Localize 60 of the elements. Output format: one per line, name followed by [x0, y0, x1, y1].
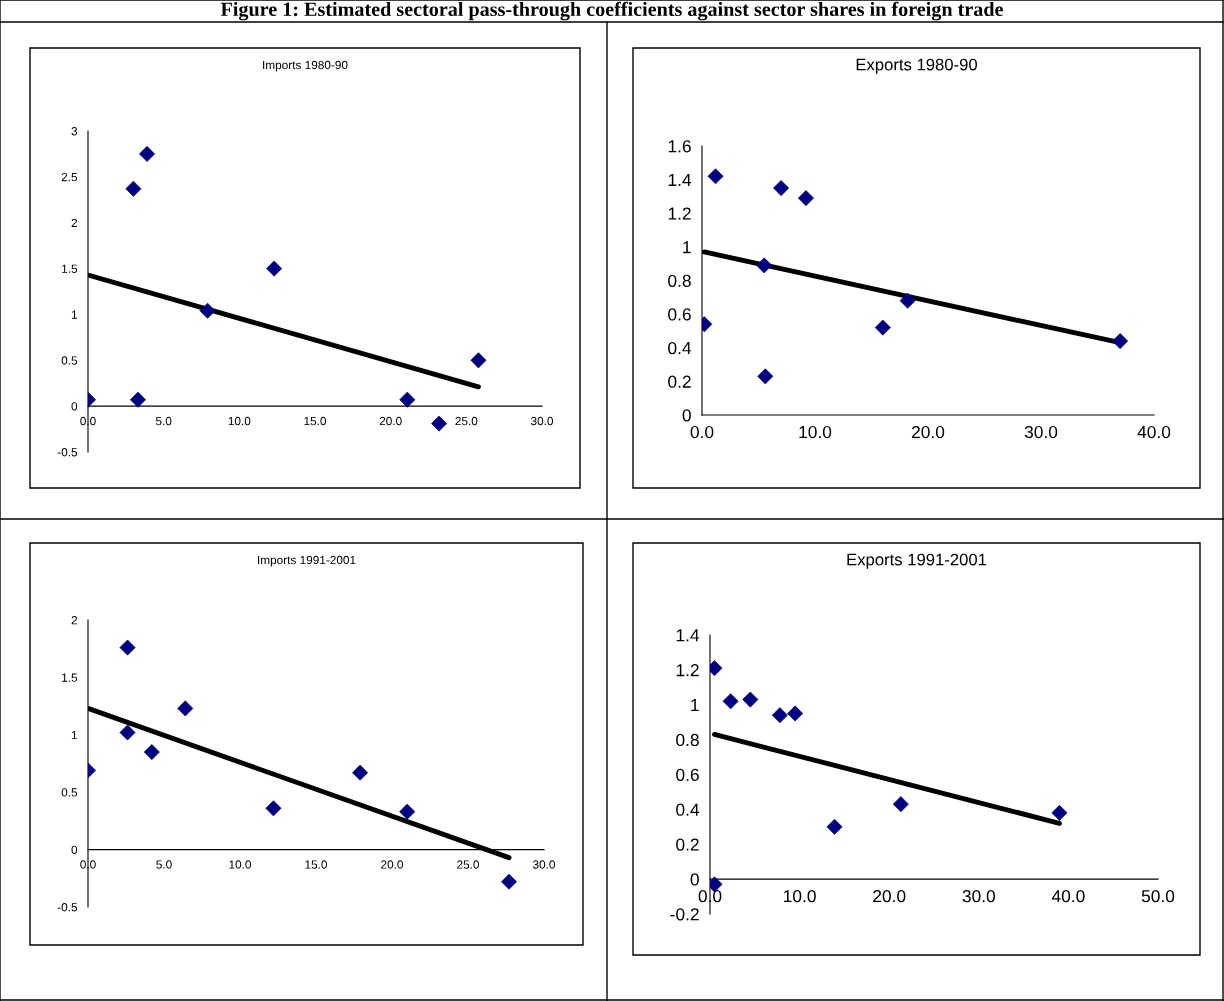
y-tick-label: 0.8	[676, 733, 699, 747]
y-tick-label: 0	[690, 873, 699, 886]
y-tick-label: 0	[71, 845, 78, 854]
y-tick-label: 1.2	[676, 664, 699, 677]
y-tick-label: 1	[71, 730, 78, 740]
point	[431, 415, 448, 432]
x-tick-label: 25.0	[455, 416, 478, 426]
y-tick-label: 1.5	[62, 264, 78, 273]
chart-title: Imports 1980-90	[263, 60, 348, 72]
x-tick-label: 30.0	[530, 416, 554, 426]
y-tick-label: 1.6	[668, 140, 691, 153]
y-tick-label: 0.4	[676, 803, 700, 816]
x-tick-label: 5.0	[155, 416, 172, 426]
y-tick-label: 0.5	[61, 356, 78, 365]
x-tick-label: 25.0	[457, 860, 480, 869]
y-tick-label: 0.6	[676, 768, 699, 781]
y-tick-label: 1.4	[676, 629, 700, 642]
y-tick-label: 0	[71, 402, 78, 411]
y-tick-label: 0.6	[668, 308, 691, 321]
y-tick-label: 1	[691, 699, 699, 712]
x-tick-label: 15.0	[305, 860, 328, 869]
y-tick-label: 0.8	[668, 274, 691, 287]
x-tick-label: 30.0	[532, 860, 556, 869]
y-tick-label: 1.5	[62, 673, 78, 682]
y-tick-label: -0.5	[57, 448, 78, 457]
chart-title: Imports 1991-2001	[258, 555, 356, 567]
chart-title: Exports 1991-2001	[847, 553, 987, 569]
chart-title: Exports 1980-90	[856, 58, 977, 74]
x-tick-label: 10.0	[229, 860, 252, 869]
y-tick-label: -0.5	[57, 903, 78, 912]
y-tick-label: 0.4	[668, 341, 692, 355]
x-tick-label: 20.0	[911, 425, 945, 439]
caption: Figure 1: Estimated sectoral pass-through coefficients against sector shares in foreign trade	[220, 1, 1003, 21]
x-tick-label: 30.0	[962, 890, 996, 903]
y-tick-label: 2	[71, 218, 77, 227]
y-tick-label: 0	[682, 409, 691, 422]
y-tick-label: 1.2	[668, 207, 691, 220]
y-tick-label: 1	[71, 310, 78, 319]
x-tick-label: 10.0	[228, 416, 251, 426]
x-tick-label: 20.0	[379, 416, 402, 426]
x-tick-label: 10.0	[784, 890, 816, 903]
y-tick-label: 1	[683, 241, 691, 254]
y-tick-label: 0.5	[61, 788, 78, 797]
y-tick-label: 2.5	[61, 172, 78, 182]
x-tick-label: 20.0	[873, 890, 906, 903]
y-tick-label: 2	[71, 616, 77, 625]
x-tick-label: 40.0	[1051, 890, 1085, 903]
x-tick-label: 5.0	[156, 860, 172, 869]
x-tick-label: 15.0	[304, 416, 327, 426]
y-tick-label: 0.2	[676, 838, 699, 851]
x-tick-label: 50.0	[1141, 890, 1175, 903]
y-tick-label: 3	[71, 127, 78, 136]
y-tick-label: -0.2	[670, 908, 699, 921]
y-tick-label: 0.2	[668, 375, 691, 388]
x-tick-label: 20.0	[381, 860, 404, 869]
y-tick-label: 1.4	[668, 173, 692, 186]
x-tick-label: 40.0	[1137, 425, 1171, 439]
x-tick-label: 30.0	[1024, 425, 1058, 439]
x-tick-label: 10.0	[799, 425, 832, 439]
x-tick-label: 0.0	[690, 425, 714, 439]
